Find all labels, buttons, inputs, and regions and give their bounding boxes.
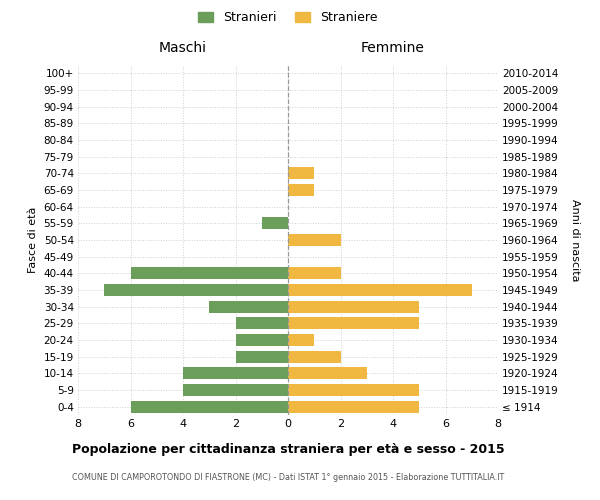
Bar [288, 400, 419, 412]
Bar [183, 368, 288, 380]
Bar [104, 284, 288, 296]
Bar [288, 168, 314, 179]
Bar [288, 268, 341, 280]
Bar [288, 334, 314, 346]
Text: Maschi: Maschi [159, 40, 207, 54]
Bar [183, 384, 288, 396]
Bar [288, 234, 341, 246]
Bar [235, 350, 288, 362]
Text: Femmine: Femmine [361, 40, 425, 54]
Legend: Stranieri, Straniere: Stranieri, Straniere [193, 6, 383, 29]
Bar [262, 218, 288, 230]
Bar [288, 350, 341, 362]
Y-axis label: Anni di nascita: Anni di nascita [570, 198, 580, 281]
Bar [130, 400, 288, 412]
Text: COMUNE DI CAMPOROTONDO DI FIASTRONE (MC) - Dati ISTAT 1° gennaio 2015 - Elaboraz: COMUNE DI CAMPOROTONDO DI FIASTRONE (MC)… [72, 472, 504, 482]
Bar [288, 318, 419, 330]
Bar [288, 184, 314, 196]
Bar [209, 300, 288, 312]
Text: Popolazione per cittadinanza straniera per età e sesso - 2015: Popolazione per cittadinanza straniera p… [71, 442, 505, 456]
Bar [235, 318, 288, 330]
Bar [288, 384, 419, 396]
Bar [130, 268, 288, 280]
Bar [288, 368, 367, 380]
Bar [235, 334, 288, 346]
Y-axis label: Fasce di età: Fasce di età [28, 207, 38, 273]
Bar [288, 284, 472, 296]
Bar [288, 300, 419, 312]
